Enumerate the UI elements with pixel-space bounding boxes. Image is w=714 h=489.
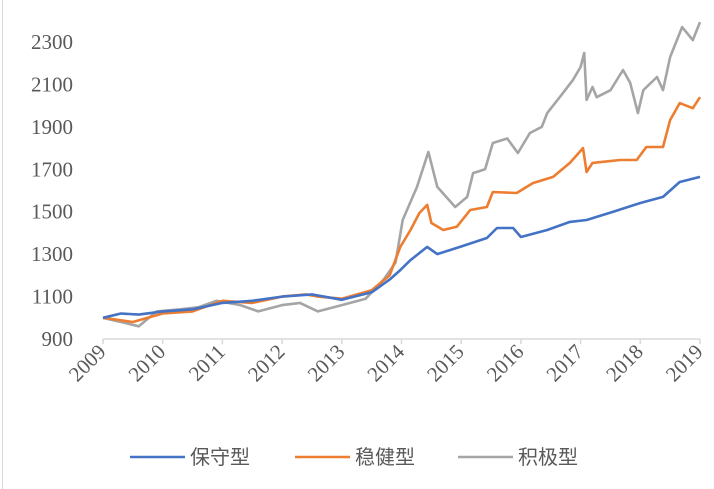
plot-area [102, 21, 702, 328]
y-tick-label: 1100 [32, 285, 73, 309]
y-tick-label: 2300 [31, 30, 73, 54]
x-tick-label: 2017 [541, 340, 588, 387]
x-tick-label: 2012 [243, 340, 290, 387]
x-tick-label: 2018 [601, 340, 648, 387]
x-tick-label: 2013 [303, 340, 350, 387]
legend-item: 保守型 [130, 445, 250, 469]
legend: 保守型 稳健型 积极型 [130, 445, 578, 469]
legend-label: 保守型 [190, 445, 250, 469]
legend-label: 稳健型 [355, 445, 415, 469]
x-tick-label: 2011 [184, 340, 230, 386]
series-line [102, 96, 702, 324]
x-tick-label: 2016 [482, 340, 529, 387]
y-tick-label: 2100 [31, 72, 73, 96]
legend-item: 稳健型 [295, 445, 415, 469]
y-tick-label: 1900 [31, 115, 73, 139]
x-tick-label: 2014 [362, 339, 409, 386]
legend-item: 积极型 [458, 445, 578, 469]
series-line [102, 21, 702, 328]
x-axis: 2009 2010 2011 2012 2013 2014 2015 2016 2017 2018… [64, 338, 708, 387]
series-line [102, 175, 701, 320]
y-tick-label: 1300 [31, 242, 73, 266]
chart-frame-border [2, 0, 3, 489]
y-tick-label: 1500 [31, 200, 73, 224]
x-tick-label: 2019 [661, 340, 708, 387]
legend-label: 积极型 [518, 445, 578, 469]
x-tick-label: 2015 [422, 340, 469, 387]
y-axis: 900 1100 1300 1500 1700 1900 2100 2300 [31, 30, 73, 351]
x-tick-label: 2010 [124, 340, 171, 387]
y-tick-label: 1700 [31, 157, 73, 181]
y-tick-label: 900 [42, 327, 74, 351]
